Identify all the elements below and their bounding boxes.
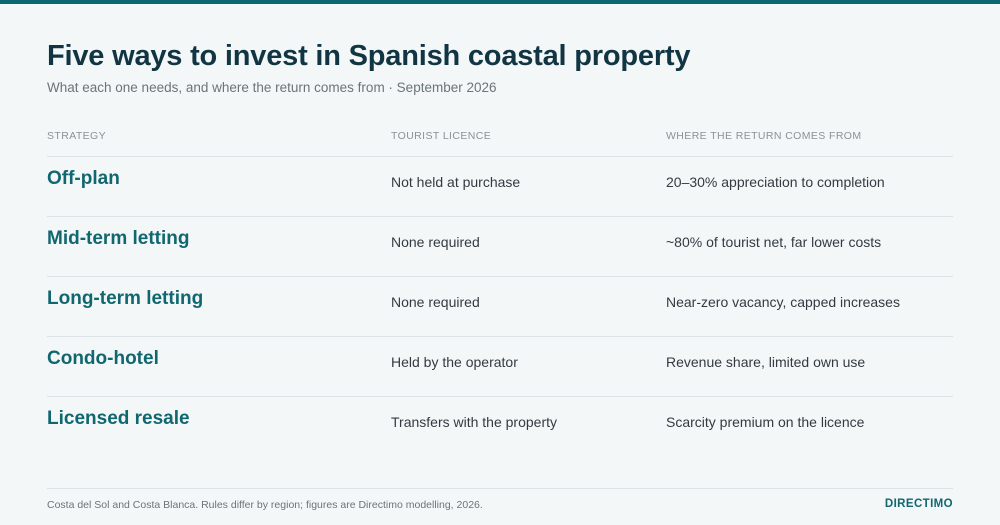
return-cell: Near-zero vacancy, capped increases [666,294,900,310]
licence-cell: None required [391,294,480,310]
strategy-name: Licensed resale [47,408,190,429]
strategy-name: Long-term letting [47,288,204,309]
divider [47,488,953,489]
title: Five ways to invest in Spanish coastal p… [47,40,691,72]
return-cell: ~80% of tourist net, far lower costs [666,234,882,250]
footnote: Costa del Sol and Costa Blanca. Rules di… [47,499,483,511]
return-cell: 20–30% appreciation to completion [666,174,885,190]
strategy-name: Mid-term letting [47,228,190,249]
return-cell: Revenue share, limited own use [666,354,866,370]
column-header: WHERE THE RETURN COMES FROM [666,130,862,142]
licence-cell: Held by the operator [391,354,518,370]
subtitle: What each one needs, and where the retur… [47,80,497,95]
top-bar [0,0,1000,4]
column-header: TOURIST LICENCE [391,130,492,142]
table-row: Off-plan Not held at purchase 20–30% appre… [47,156,953,217]
table-row: Condo-hotel Held by the operator Revenue s… [47,336,953,397]
column-header: STRATEGY [47,130,107,142]
table-row: Mid-term letting None required ~80% of tou… [47,216,953,277]
table-row: Licensed resale Transfers with the proper… [47,396,953,457]
licence-cell: None required [391,234,480,250]
strategy-name: Off-plan [47,168,120,189]
return-cell: Scarcity premium on the licence [666,414,865,430]
licence-cell: Not held at purchase [391,174,521,190]
brand: DIRECTIMO [884,498,953,510]
table-row: Long-term letting None required Near-zero … [47,276,953,337]
licence-cell: Transfers with the property [391,414,557,430]
strategy-name: Condo-hotel [47,348,159,369]
